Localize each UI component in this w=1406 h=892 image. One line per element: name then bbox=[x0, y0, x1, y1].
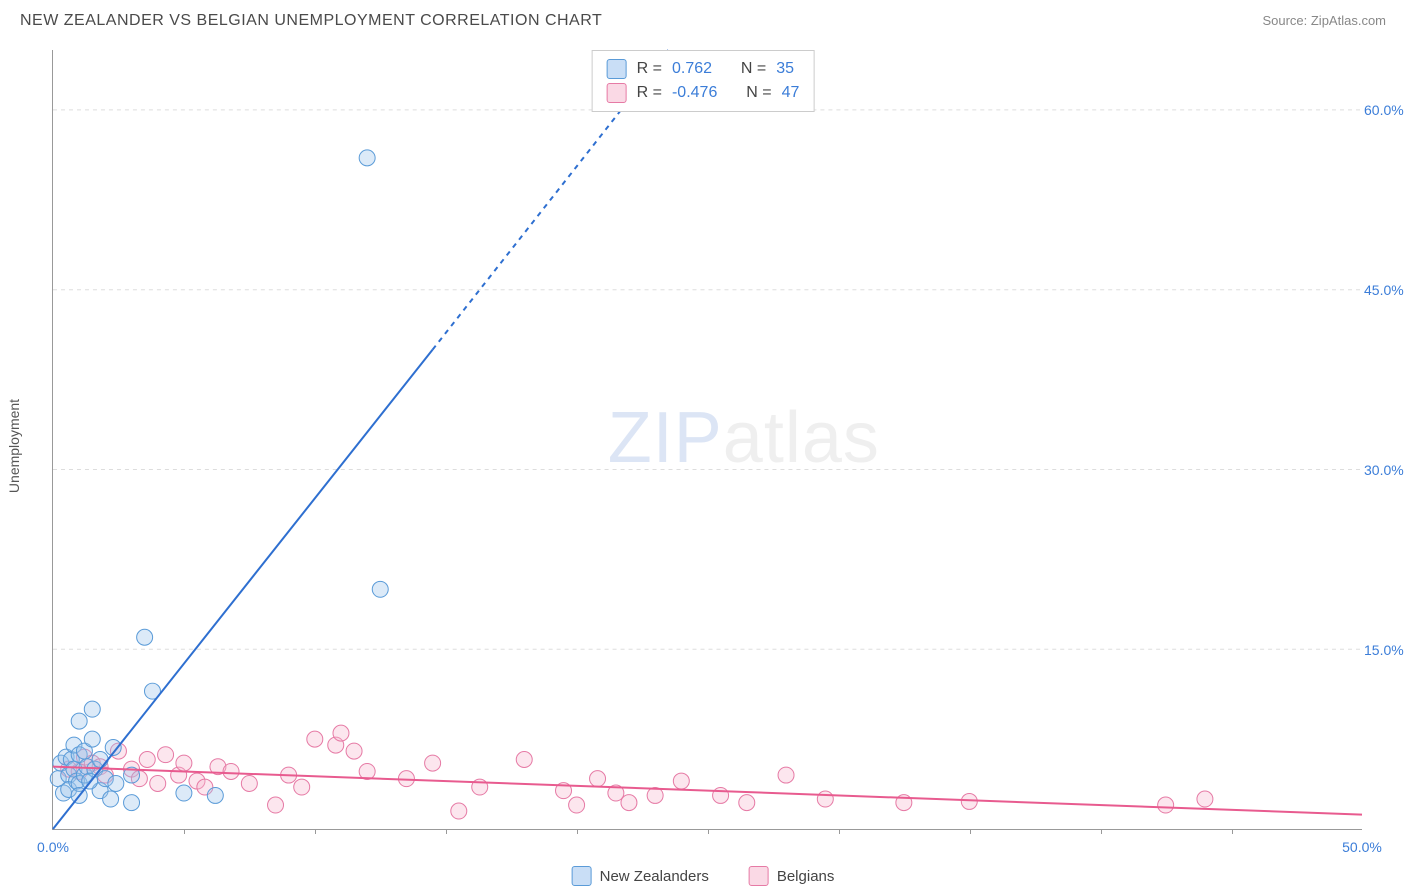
legend-label-nz: New Zealanders bbox=[600, 868, 709, 885]
scatter-plot-svg bbox=[53, 50, 1362, 829]
r-value-be: -0.476 bbox=[672, 81, 717, 105]
swatch-nz-icon bbox=[572, 866, 592, 886]
legend-label-be: Belgians bbox=[777, 868, 835, 885]
r-label: R = bbox=[637, 81, 662, 105]
y-tick-label: 60.0% bbox=[1364, 102, 1406, 118]
swatch-nz-icon bbox=[607, 59, 627, 79]
x-axis-min-label: 0.0% bbox=[37, 839, 69, 855]
legend-item-be: Belgians bbox=[749, 866, 835, 886]
chart-title: NEW ZEALANDER VS BELGIAN UNEMPLOYMENT CO… bbox=[20, 12, 602, 30]
x-axis-legend: New Zealanders Belgians bbox=[572, 866, 835, 886]
y-tick-label: 45.0% bbox=[1364, 282, 1406, 298]
y-tick-label: 30.0% bbox=[1364, 462, 1406, 478]
y-axis-label: Unemployment bbox=[6, 399, 22, 493]
legend-item-nz: New Zealanders bbox=[572, 866, 709, 886]
x-tick-mark bbox=[315, 829, 316, 834]
correlation-stats-box: R = 0.762 N = 35 R = -0.476 N = 47 bbox=[592, 50, 815, 112]
x-tick-mark bbox=[1232, 829, 1233, 834]
x-tick-mark bbox=[1101, 829, 1102, 834]
swatch-be-icon bbox=[749, 866, 769, 886]
x-tick-mark bbox=[970, 829, 971, 834]
r-value-nz: 0.762 bbox=[672, 57, 712, 81]
n-value-nz: 35 bbox=[776, 57, 794, 81]
stats-row-be: R = -0.476 N = 47 bbox=[607, 81, 800, 105]
x-tick-mark bbox=[446, 829, 447, 834]
n-label: N = bbox=[741, 57, 766, 81]
x-tick-mark bbox=[708, 829, 709, 834]
y-tick-label: 15.0% bbox=[1364, 642, 1406, 658]
source-attribution: Source: ZipAtlas.com bbox=[1262, 13, 1386, 28]
x-tick-mark bbox=[839, 829, 840, 834]
stats-row-nz: R = 0.762 N = 35 bbox=[607, 57, 800, 81]
n-label: N = bbox=[746, 81, 771, 105]
swatch-be-icon bbox=[607, 83, 627, 103]
x-tick-mark bbox=[184, 829, 185, 834]
r-label: R = bbox=[637, 57, 662, 81]
chart-plot-area: 15.0%30.0%45.0%60.0% 0.0% 50.0% bbox=[52, 50, 1362, 830]
n-value-be: 47 bbox=[782, 81, 800, 105]
x-tick-mark bbox=[577, 829, 578, 834]
x-axis-max-label: 50.0% bbox=[1342, 839, 1382, 855]
